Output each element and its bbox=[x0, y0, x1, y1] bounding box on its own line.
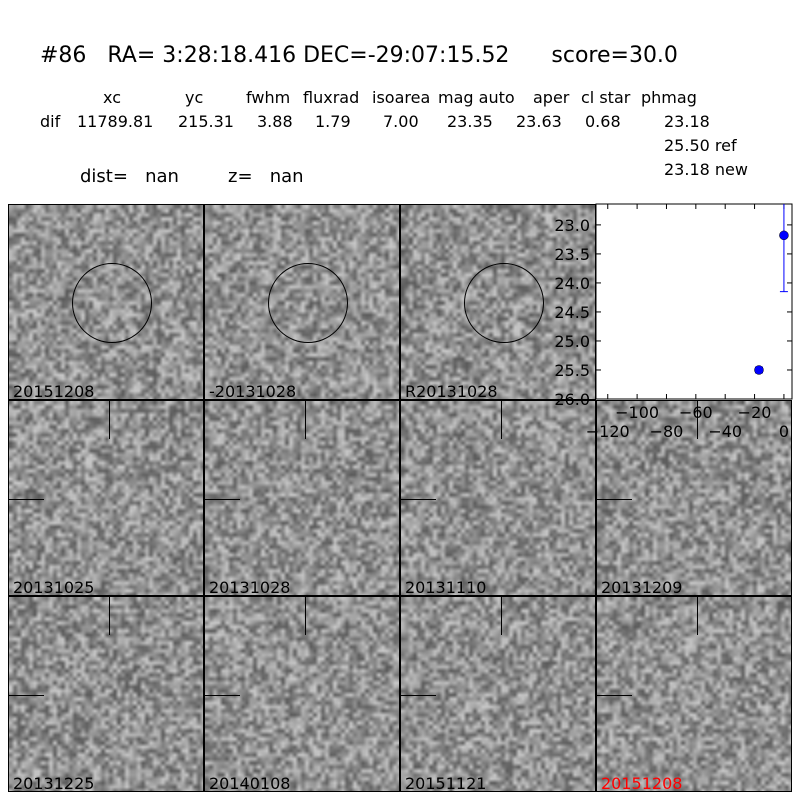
value-cl-star: 0.68 bbox=[585, 112, 621, 131]
stamp-date-label: 20131209 bbox=[601, 578, 683, 596]
stamp-date-label: 20131225 bbox=[13, 774, 95, 792]
phmag-new: 23.18 new bbox=[664, 160, 748, 179]
stamp-date-label: R20131028 bbox=[405, 382, 498, 400]
position-marker bbox=[109, 401, 110, 439]
y-tick-label: 25.0 bbox=[554, 332, 590, 351]
aperture-circle bbox=[72, 263, 152, 343]
stamp-date-label: 20131028 bbox=[209, 578, 291, 596]
x-tick-label: 0 bbox=[779, 422, 789, 441]
x-tick-label: −100 bbox=[615, 403, 659, 422]
y-tick-label: 24.5 bbox=[554, 303, 590, 322]
candidate-title: #86 RA= 3:28:18.416 DEC=-29:07:15.52 sco… bbox=[40, 43, 678, 68]
position-marker bbox=[305, 597, 306, 635]
stamp-date-label: 20131110 bbox=[405, 578, 487, 596]
stamp-image bbox=[9, 597, 203, 791]
image-stamp: 20151208 bbox=[8, 204, 204, 400]
row-label-dif: dif bbox=[40, 112, 61, 131]
position-marker bbox=[501, 401, 502, 439]
position-marker bbox=[501, 597, 502, 635]
z-value: z= nan bbox=[228, 166, 304, 187]
position-marker bbox=[597, 499, 632, 500]
y-tick-label: 24.0 bbox=[554, 274, 590, 293]
stamp-image bbox=[401, 597, 595, 791]
image-stamp: 20151208 bbox=[596, 596, 792, 792]
stamp-date-label: 20151208 bbox=[13, 382, 95, 400]
stamp-date-label: 20151208 bbox=[601, 774, 683, 792]
lightcurve-plot: −120−100−80−60−40−20 0 23.0 23.5 24.0 24.5 25.… bbox=[554, 203, 793, 441]
col-header-phmag: phmag bbox=[641, 88, 697, 107]
stamp-date-label: 20131025 bbox=[13, 578, 95, 596]
x-tick-label: −20 bbox=[738, 403, 772, 422]
data-point bbox=[754, 365, 764, 375]
position-marker bbox=[597, 695, 632, 696]
stamp-image bbox=[597, 401, 791, 595]
stamp-image bbox=[401, 401, 595, 595]
y-tick-label: 25.5 bbox=[554, 361, 590, 380]
stamp-image bbox=[205, 401, 399, 595]
y-tick-label: 23.0 bbox=[554, 216, 590, 235]
value-xc: 11789.81 bbox=[77, 112, 154, 131]
x-tick-label: −120 bbox=[586, 422, 630, 441]
position-marker bbox=[401, 499, 436, 500]
image-stamp: 20151121 bbox=[400, 596, 596, 792]
aperture-circle bbox=[268, 263, 348, 343]
stamp-image bbox=[205, 597, 399, 791]
aperture-circle bbox=[464, 263, 544, 343]
image-stamp: 20140108 bbox=[204, 596, 400, 792]
image-stamp: 20131110 bbox=[400, 400, 596, 596]
image-stamp: R20131028 bbox=[400, 204, 596, 400]
position-marker bbox=[697, 597, 698, 635]
position-marker bbox=[9, 499, 44, 500]
position-marker bbox=[109, 597, 110, 635]
position-marker bbox=[205, 499, 240, 500]
col-header-mag-auto: mag auto bbox=[438, 88, 515, 107]
x-tick-label: −80 bbox=[650, 422, 684, 441]
value-yc: 215.31 bbox=[178, 112, 234, 131]
col-header-fluxrad: fluxrad bbox=[303, 88, 360, 107]
value-aper: 23.63 bbox=[516, 112, 562, 131]
position-marker bbox=[401, 695, 436, 696]
image-stamp: -20131028 bbox=[204, 204, 400, 400]
value-isoarea: 7.00 bbox=[383, 112, 419, 131]
x-tick-label: −40 bbox=[708, 422, 742, 441]
col-header-aper: aper bbox=[533, 88, 570, 107]
col-header-yc: yc bbox=[185, 88, 204, 107]
image-stamp: 20131209 bbox=[596, 400, 792, 596]
position-marker bbox=[205, 695, 240, 696]
position-marker bbox=[305, 401, 306, 439]
image-stamp: 20131028 bbox=[204, 400, 400, 596]
dist-value: dist= nan bbox=[80, 166, 179, 187]
value-phmag: 23.18 bbox=[664, 112, 710, 131]
stamp-image bbox=[9, 401, 203, 595]
image-stamp: 20131225 bbox=[8, 596, 204, 792]
position-marker bbox=[9, 695, 44, 696]
data-point bbox=[779, 230, 789, 241]
image-stamp: 20131025 bbox=[8, 400, 204, 596]
phmag-ref: 25.50 ref bbox=[664, 136, 737, 155]
y-tick-label: 23.5 bbox=[554, 245, 590, 264]
y-tick-label: 26.0 bbox=[554, 390, 590, 409]
value-fluxrad: 1.79 bbox=[315, 112, 351, 131]
x-tick-label: −60 bbox=[679, 403, 713, 422]
col-header-fwhm: fwhm bbox=[246, 88, 291, 107]
col-header-isoarea: isoarea bbox=[372, 88, 431, 107]
stamp-date-label: 20140108 bbox=[209, 774, 291, 792]
stamp-date-label: -20131028 bbox=[209, 382, 297, 400]
value-mag-auto: 23.35 bbox=[447, 112, 493, 131]
stamp-image bbox=[597, 597, 791, 791]
col-header-cl-star: cl star bbox=[581, 88, 631, 107]
stamp-date-label: 20151121 bbox=[405, 774, 487, 792]
col-header-xc: xc bbox=[103, 88, 121, 107]
value-fwhm: 3.88 bbox=[257, 112, 293, 131]
position-marker bbox=[697, 401, 698, 439]
